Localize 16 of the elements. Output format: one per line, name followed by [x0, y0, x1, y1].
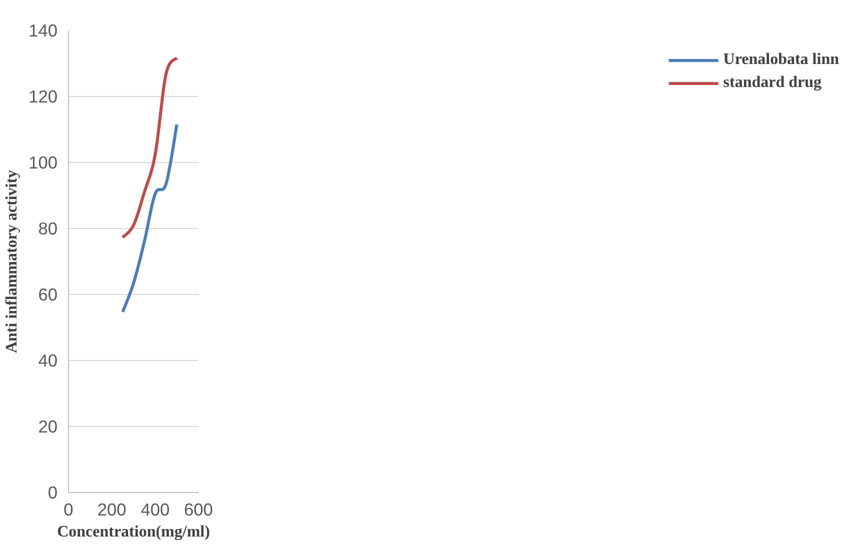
y-tick-label: 40: [38, 350, 58, 370]
x-tick-label: 400: [140, 500, 170, 520]
legend-label: Urenalobata linn: [723, 51, 839, 69]
x-tick-label: 0: [64, 500, 74, 520]
x-tick-label: 600: [184, 500, 213, 520]
y-tick-label: 60: [38, 284, 58, 304]
y-tick-label: 120: [28, 86, 58, 106]
legend-label: standard drug: [723, 74, 822, 92]
y-tick-label: 0: [48, 482, 58, 502]
y-tick-label: 140: [28, 20, 58, 40]
x-tick-label: 200: [97, 500, 126, 520]
y-axis-title: Anti inflammatory activity: [4, 170, 21, 354]
y-tick-label: 20: [38, 416, 58, 436]
y-tick-label: 100: [28, 152, 58, 172]
y-tick-label: 80: [38, 218, 58, 238]
x-axis-title: Concentration(mg/ml): [57, 524, 210, 540]
